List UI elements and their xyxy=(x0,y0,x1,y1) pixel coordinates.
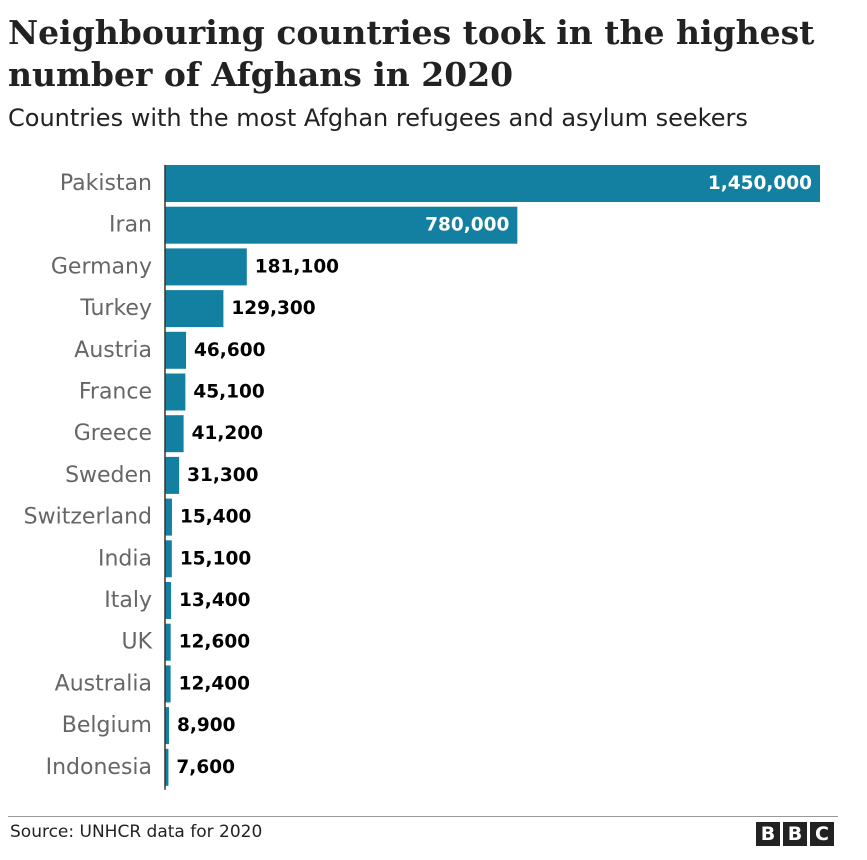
bbc-logo-letter-2: B xyxy=(783,822,807,846)
category-label: Italy xyxy=(104,588,152,613)
bar-austria xyxy=(165,331,187,369)
category-label: Pakistan xyxy=(60,171,152,196)
bar-pakistan xyxy=(165,165,820,202)
bar-australia xyxy=(165,665,171,703)
value-label: 7,600 xyxy=(176,757,235,778)
bar-iran xyxy=(165,206,518,244)
category-label: Australia xyxy=(55,671,152,696)
value-label: 12,600 xyxy=(179,632,250,653)
bar-greece xyxy=(165,415,184,453)
category-label: Austria xyxy=(74,338,152,363)
value-label: 45,100 xyxy=(193,382,264,403)
bbc-logo-letter-1: B xyxy=(756,822,780,846)
category-label: France xyxy=(79,380,152,405)
bar-sweden xyxy=(165,456,180,494)
category-label: Switzerland xyxy=(24,505,152,530)
value-label: 1,450,000 xyxy=(708,173,812,194)
category-label: Turkey xyxy=(79,296,152,321)
category-label: Indonesia xyxy=(46,755,152,780)
value-label: 12,400 xyxy=(179,673,250,694)
footer-divider xyxy=(8,816,838,817)
value-label: 15,100 xyxy=(180,548,251,569)
value-label: 8,900 xyxy=(177,715,236,736)
category-label: Sweden xyxy=(65,463,152,488)
chart-subtitle: Countries with the most Afghan refugees … xyxy=(8,104,748,132)
value-label: 181,100 xyxy=(255,256,339,277)
bbc-logo: B B C xyxy=(756,822,834,846)
value-label: 13,400 xyxy=(179,590,250,611)
category-label: Belgium xyxy=(62,713,152,738)
value-label: 780,000 xyxy=(425,215,509,236)
value-label: 15,400 xyxy=(180,507,251,528)
value-label: 46,600 xyxy=(194,340,265,361)
value-label: 31,300 xyxy=(187,465,258,486)
category-label: Greece xyxy=(74,421,152,446)
bar-uk xyxy=(165,623,171,661)
bar-chart: Pakistan 1,450,000 Iran 780,000 Germany 181,1… xyxy=(24,165,820,790)
category-label: India xyxy=(98,546,152,571)
source-note: Source: UNHCR data for 2020 xyxy=(10,822,263,842)
chart-title: Neighbouring countries took in the highe… xyxy=(8,13,815,94)
bar-france xyxy=(165,373,186,411)
bar-belgium xyxy=(165,707,170,745)
bar-indonesia xyxy=(165,748,169,786)
value-label: 41,200 xyxy=(192,423,263,444)
category-label: UK xyxy=(121,630,152,655)
bar-germany xyxy=(165,248,247,286)
bar-india xyxy=(165,540,172,578)
bar-turkey xyxy=(165,290,224,328)
bar-italy xyxy=(165,582,172,619)
value-label: 129,300 xyxy=(231,298,315,319)
bbc-logo-letter-3: C xyxy=(810,822,834,846)
bar-switzerland xyxy=(165,498,172,536)
category-label: Germany xyxy=(51,254,152,279)
category-label: Iran xyxy=(109,213,152,238)
